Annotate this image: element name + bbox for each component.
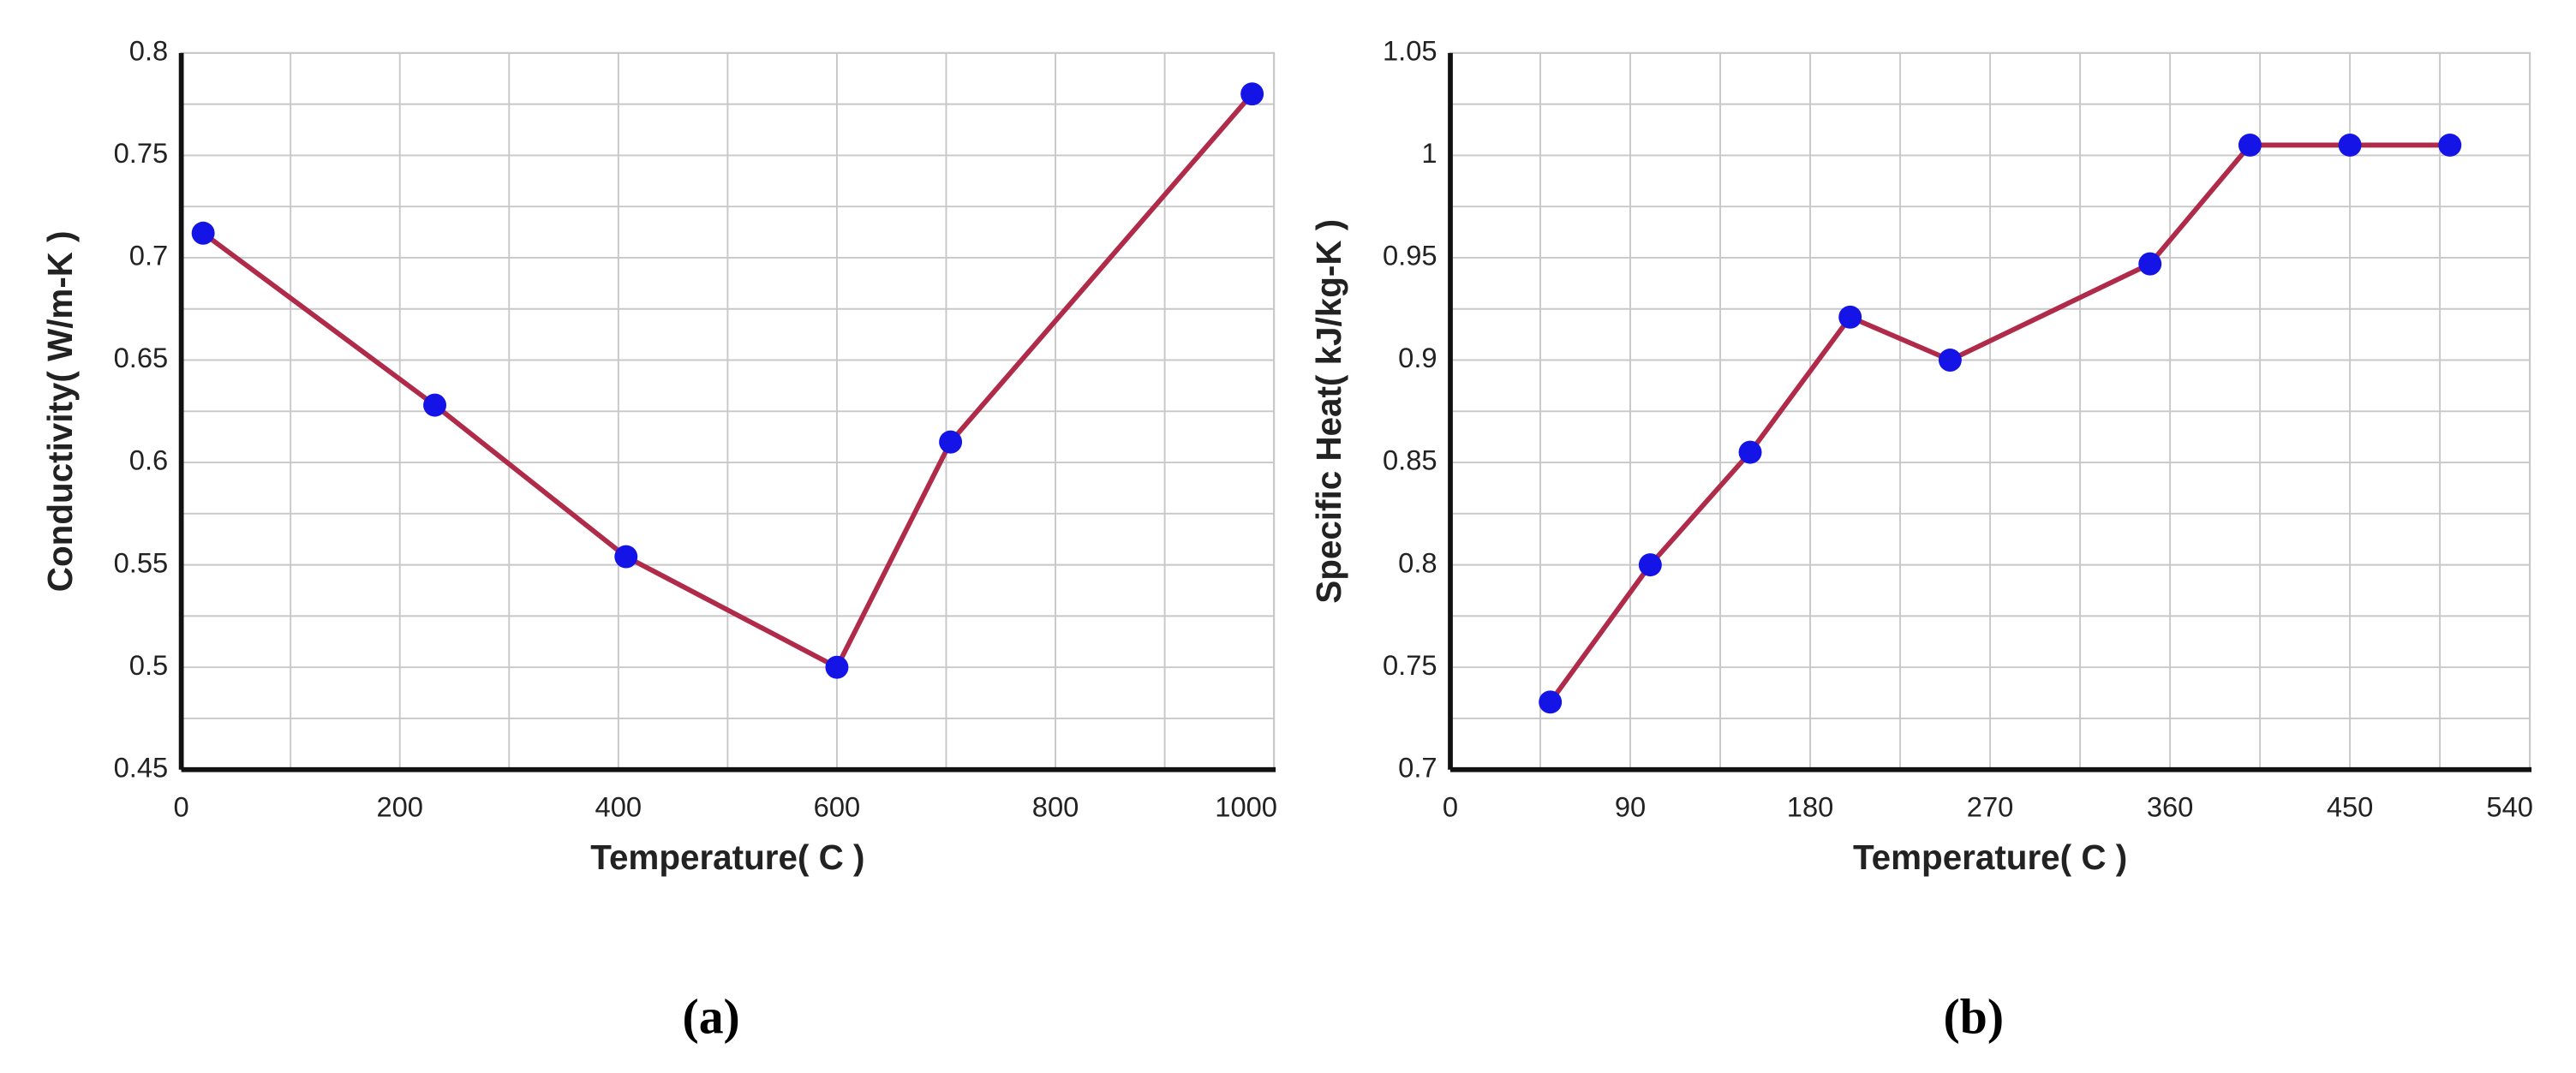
x-tick-label: 540 (2486, 791, 2533, 823)
y-tick-label: 1.05 (1383, 34, 1437, 66)
y-tick-label: 0.85 (1383, 444, 1437, 476)
y-tick-label: 0.55 (114, 546, 169, 578)
x-axis-title: Temperature( C ) (1853, 838, 2127, 877)
y-tick-label: 0.5 (129, 649, 168, 681)
y-tick-label: 0.95 (1383, 240, 1437, 271)
data-point (1738, 440, 1762, 464)
data-point (2338, 133, 2362, 157)
x-tick-label: 0 (174, 791, 189, 823)
data-point (1539, 690, 1563, 714)
x-tick-label: 800 (1032, 791, 1079, 823)
x-tick-label: 200 (376, 791, 423, 823)
data-point (2138, 252, 2162, 276)
y-tick-label: 0.75 (114, 137, 169, 169)
y-tick-label: 1 (1421, 137, 1437, 169)
x-tick-label: 0 (1443, 791, 1458, 823)
y-axis-title: Specific Heat( kJ/kg-K ) (1309, 219, 1348, 604)
x-tick-label: 600 (814, 791, 861, 823)
data-point (825, 655, 849, 679)
x-axis-title: Temperature( C ) (590, 838, 864, 877)
data-point (614, 545, 638, 569)
data-point (2438, 133, 2462, 157)
x-tick-label: 360 (2147, 791, 2194, 823)
data-point (1838, 305, 1862, 329)
y-tick-label: 0.7 (1398, 751, 1437, 783)
data-point (1240, 82, 1264, 106)
data-point (423, 393, 447, 417)
x-tick-label: 180 (1787, 791, 1834, 823)
data-point (2238, 133, 2262, 157)
data-line (201, 92, 1254, 671)
data-point (1938, 349, 1962, 372)
x-tick-label: 90 (1615, 791, 1646, 823)
data-point (939, 430, 963, 454)
y-tick-label: 0.45 (114, 751, 169, 783)
y-tick-label: 0.8 (129, 34, 168, 66)
y-tick-label: 0.8 (1398, 546, 1437, 578)
x-tick-label: 270 (1967, 791, 2014, 823)
y-tick-label: 0.7 (129, 240, 168, 271)
caption: (a) (682, 990, 739, 1044)
x-tick-label: 450 (2327, 791, 2374, 823)
y-tick-label: 0.6 (129, 444, 168, 476)
y-axis-title: Conductivity( W/m-K ) (40, 230, 80, 592)
x-tick-label: 1000 (1215, 791, 1277, 823)
y-tick-label: 0.9 (1398, 342, 1437, 373)
x-tick-label: 400 (595, 791, 643, 823)
y-tick-label: 0.65 (114, 342, 169, 373)
y-tick-label: 0.75 (1383, 649, 1437, 681)
data-point (191, 221, 215, 245)
data-point (1638, 553, 1662, 577)
caption: (b) (1944, 990, 2005, 1044)
